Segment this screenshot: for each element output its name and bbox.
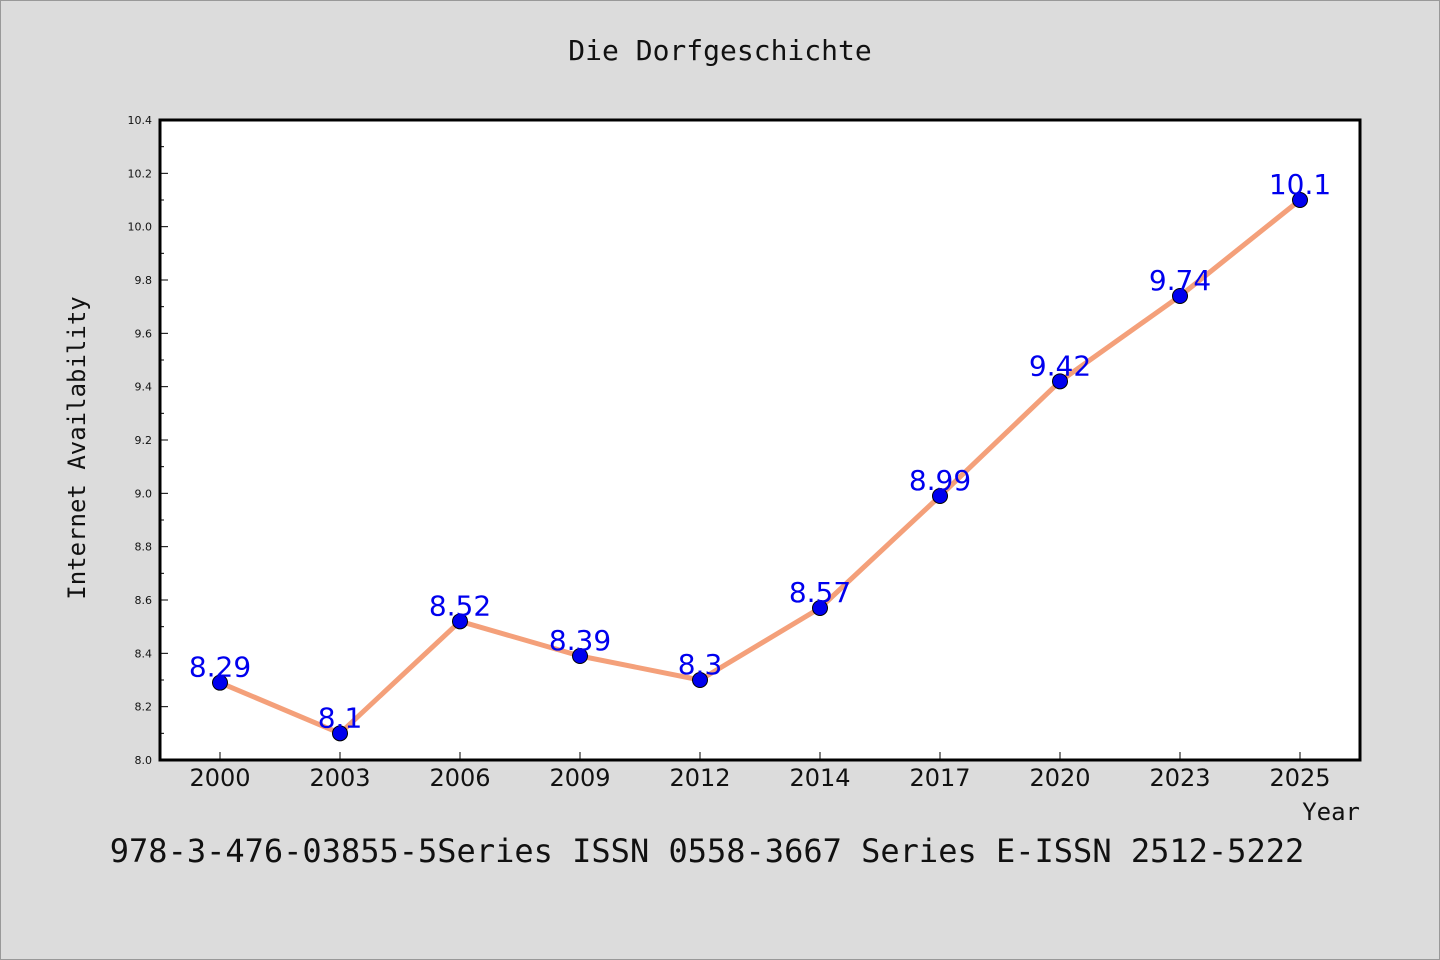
y-axis-label: Internet Availability [63,296,91,599]
data-labels-group: 8.29 8.1 8.52 8.39 8.3 8.57 8.99 9.42 9.74 10.1 [189,168,1331,734]
x-tick-label: 2009 [549,764,610,792]
footer-isbn-text: 978-3-476-03855-5Series ISSN 0558-3667 S… [109,832,1305,870]
chart-title: Die Dorfgeschichte [568,34,872,67]
series-line-group [217,197,1303,736]
data-point [332,725,348,742]
data-label: 8.1 [318,701,363,734]
data-label: 9.42 [1029,349,1091,382]
y-tick-label: 9.0 [135,487,153,500]
x-tick-label: 2006 [429,764,490,792]
y-axis: 8.0 8.2 8.4 8.6 8.8 9.0 9.2 9.4 9.6 9.8 10.0 10.2 10… [128,114,168,767]
data-point [1292,192,1308,208]
data-label: 10.1 [1269,168,1331,201]
y-tick-label: 9.8 [135,274,153,287]
y-tick-label: 10.2 [128,167,153,180]
data-label: 8.29 [189,651,251,684]
x-tick-label: 2017 [909,764,970,792]
x-tick-label: 2025 [1269,764,1330,792]
plot-area [158,118,1362,762]
x-tick-label: 2003 [309,764,370,792]
data-label: 8.52 [429,589,491,622]
data-point [212,674,228,691]
x-tick-label: 2023 [1149,764,1210,792]
data-label: 8.99 [909,464,971,497]
data-label: 8.57 [789,576,851,609]
data-point [452,613,468,630]
x-tick-label: 2014 [789,764,850,792]
y-tick-label: 8.8 [135,541,153,554]
data-label: 8.3 [678,648,723,681]
x-tick-label: 2020 [1029,764,1090,792]
y-tick-label: 9.4 [135,381,153,394]
y-tick-label: 8.2 [135,701,153,714]
data-point [932,488,948,504]
data-point [1052,373,1068,390]
x-tick-label: 2012 [669,764,730,792]
data-label: 8.39 [549,624,611,657]
x-axis: 2000 2003 2006 2009 2012 2014 2017 2020 2023 2025 [189,752,1331,792]
x-tick-label: 2000 [189,764,250,792]
x-axis-label: Year [1302,798,1360,826]
y-tick-label: 10.4 [128,114,153,127]
data-point [1172,288,1188,304]
y-tick-label: 9.2 [135,434,153,447]
markers-group [212,192,1308,742]
series-line [217,197,1303,736]
data-point [572,648,588,664]
y-tick-label: 8.0 [135,754,153,767]
y-tick-label: 8.4 [135,647,153,660]
data-point [812,600,828,616]
y-tick-label: 9.6 [135,327,153,340]
y-tick-label: 8.6 [135,594,153,607]
y-tick-label: 10.0 [128,221,153,234]
data-label: 9.74 [1149,264,1211,297]
data-point [692,672,708,688]
